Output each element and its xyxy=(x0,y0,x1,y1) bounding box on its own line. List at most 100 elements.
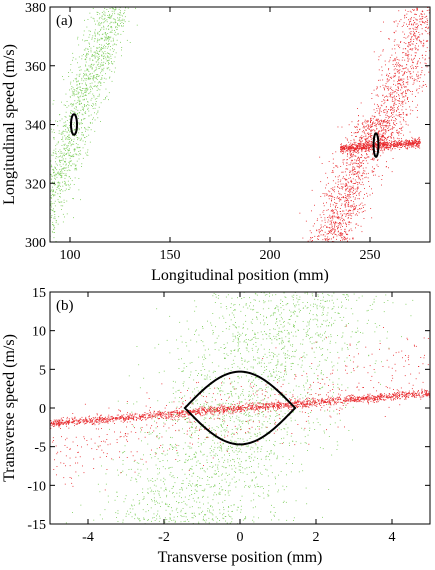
data-point xyxy=(55,178,56,180)
data-point xyxy=(370,149,372,150)
data-point xyxy=(361,207,363,209)
data-point xyxy=(361,137,363,138)
data-point xyxy=(357,198,359,200)
data-point xyxy=(89,92,91,94)
data-point xyxy=(91,82,93,84)
data-point xyxy=(95,66,97,68)
data-point xyxy=(65,167,67,169)
data-point xyxy=(76,146,78,148)
data-point xyxy=(347,147,349,148)
data-point xyxy=(42,204,43,205)
data-point xyxy=(276,367,277,369)
data-point xyxy=(276,364,278,366)
data-point xyxy=(368,149,369,150)
data-point xyxy=(175,391,177,393)
data-point xyxy=(352,238,353,240)
data-point xyxy=(320,348,322,350)
data-point xyxy=(85,82,86,84)
data-point xyxy=(93,95,95,96)
data-point xyxy=(358,178,360,180)
data-point xyxy=(45,216,46,217)
data-point xyxy=(376,144,378,146)
data-point xyxy=(243,413,245,415)
data-point xyxy=(404,144,406,145)
data-point xyxy=(232,333,234,335)
data-point xyxy=(391,109,392,111)
data-point xyxy=(109,76,111,78)
data-point xyxy=(246,414,247,416)
data-point xyxy=(268,307,270,309)
data-point xyxy=(86,136,88,137)
data-point xyxy=(389,38,390,40)
data-point xyxy=(387,111,388,113)
data-point xyxy=(102,63,104,65)
y-tick-label: 320 xyxy=(25,177,46,192)
data-point xyxy=(357,145,358,146)
data-point xyxy=(327,233,329,234)
data-point xyxy=(407,89,409,91)
data-point xyxy=(396,71,398,73)
data-point xyxy=(63,202,65,203)
data-point xyxy=(415,145,416,147)
data-point xyxy=(79,101,81,102)
data-point xyxy=(179,489,181,490)
data-point xyxy=(365,150,367,152)
data-point xyxy=(120,14,122,16)
data-point xyxy=(337,186,338,187)
data-point xyxy=(331,229,333,230)
data-point xyxy=(387,80,389,82)
data-point xyxy=(375,147,377,149)
data-point xyxy=(413,143,415,145)
data-point xyxy=(327,182,329,184)
data-point xyxy=(327,240,329,242)
data-point xyxy=(389,116,391,118)
data-point xyxy=(364,133,366,135)
data-point xyxy=(347,295,349,297)
data-point xyxy=(191,421,193,423)
data-point xyxy=(92,118,93,120)
data-point xyxy=(115,9,116,11)
data-point xyxy=(392,76,394,78)
data-point xyxy=(224,421,226,423)
data-point xyxy=(355,160,357,162)
data-point xyxy=(64,183,66,185)
data-point xyxy=(55,184,56,186)
data-point xyxy=(421,90,423,92)
data-point xyxy=(370,140,372,142)
data-point xyxy=(124,9,126,11)
data-point xyxy=(350,154,352,155)
data-point xyxy=(79,86,81,88)
data-point xyxy=(100,72,101,74)
data-point xyxy=(105,53,107,55)
data-point xyxy=(375,143,377,145)
data-point xyxy=(72,59,73,61)
data-point xyxy=(397,83,399,85)
data-point xyxy=(109,69,111,71)
data-point xyxy=(42,213,43,214)
data-point xyxy=(111,61,112,62)
data-point xyxy=(39,232,40,233)
data-point xyxy=(353,140,355,142)
data-point xyxy=(48,223,49,224)
data-point xyxy=(55,151,57,153)
data-point xyxy=(347,237,348,239)
data-point xyxy=(358,149,360,150)
data-point xyxy=(122,20,124,21)
data-point xyxy=(280,364,282,366)
data-point xyxy=(393,92,395,94)
data-point xyxy=(324,217,326,219)
data-point xyxy=(330,223,332,225)
data-point xyxy=(32,200,33,201)
data-point xyxy=(346,150,348,151)
data-point xyxy=(203,378,205,380)
data-point xyxy=(91,68,93,70)
data-point xyxy=(116,29,118,30)
data-point xyxy=(349,147,351,149)
data-point xyxy=(111,71,113,72)
data-point xyxy=(379,126,381,128)
data-point xyxy=(200,485,202,486)
data-point xyxy=(404,86,406,88)
data-point xyxy=(139,520,141,521)
data-point xyxy=(363,131,365,133)
data-point xyxy=(162,447,163,449)
